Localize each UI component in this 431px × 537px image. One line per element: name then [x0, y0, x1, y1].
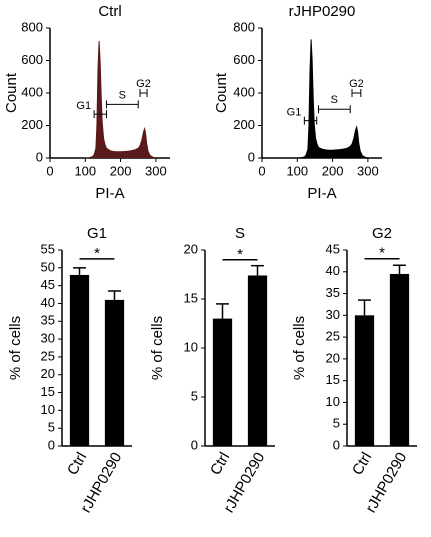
y-tick-label: 20	[326, 350, 340, 365]
gate-label: G2	[136, 78, 151, 90]
significance-label: *	[94, 245, 100, 262]
y-tick-label: 55	[41, 241, 55, 256]
bar	[212, 318, 233, 446]
y-axis-label: % of cells	[291, 316, 308, 380]
x-tick-label: 200	[110, 163, 132, 178]
y-tick-label: 20	[184, 241, 198, 256]
y-tick-label: 20	[41, 366, 55, 381]
y-tick-label: 45	[326, 241, 340, 256]
y-tick-label: 0	[36, 149, 43, 164]
y-tick-label: 200	[21, 117, 43, 132]
y-tick-label: 200	[233, 117, 255, 132]
histogram	[85, 40, 157, 159]
y-tick-label: 5	[333, 416, 340, 431]
y-tick-label: 15	[184, 290, 198, 305]
chart-title: G1	[87, 225, 107, 242]
y-axis-label: Count	[3, 72, 20, 113]
y-tick-label: 10	[326, 394, 340, 409]
chart-title: G2	[372, 225, 392, 242]
bar	[247, 275, 268, 446]
gate-label: G1	[76, 100, 91, 112]
y-axis-label: % of cells	[7, 316, 24, 380]
histogram	[297, 39, 369, 159]
y-tick-label: 30	[41, 331, 55, 346]
y-tick-label: 0	[248, 149, 255, 164]
gate-label: G2	[349, 78, 364, 90]
y-tick-label: 400	[233, 84, 255, 99]
y-tick-label: 0	[191, 437, 198, 452]
y-tick-label: 10	[184, 339, 198, 354]
y-tick-label: 0	[48, 437, 55, 452]
x-axis-label: PI-A	[307, 185, 336, 202]
y-tick-label: 5	[191, 388, 198, 403]
y-tick-label: 25	[41, 348, 55, 363]
y-tick-label: 35	[326, 285, 340, 300]
y-tick-label: 35	[41, 313, 55, 328]
y-tick-label: 45	[41, 277, 55, 292]
y-axis-label: Count	[213, 72, 230, 113]
y-axis-label: % of cells	[149, 316, 166, 380]
chart-title: Ctrl	[98, 3, 121, 20]
gate-label: S	[331, 94, 338, 106]
x-tick-label: 200	[322, 163, 344, 178]
bar	[354, 315, 375, 446]
x-tick-label: Ctrl	[64, 449, 90, 478]
bar	[104, 299, 125, 446]
x-tick-label: 0	[258, 163, 265, 178]
y-tick-label: 25	[326, 329, 340, 344]
gate-label: G1	[287, 107, 302, 119]
x-tick-label: 300	[145, 163, 167, 178]
y-tick-label: 40	[41, 295, 55, 310]
y-tick-label: 10	[41, 402, 55, 417]
y-tick-label: 50	[41, 259, 55, 274]
x-tick-label: 100	[286, 163, 308, 178]
y-tick-label: 30	[326, 307, 340, 322]
significance-label: *	[379, 245, 385, 262]
significance-label: *	[237, 246, 243, 263]
y-tick-label: 600	[21, 52, 43, 67]
y-tick-label: 0	[333, 437, 340, 452]
y-tick-label: 600	[233, 52, 255, 67]
x-tick-label: Ctrl	[349, 449, 375, 478]
y-tick-label: 40	[326, 263, 340, 278]
gate-label: S	[119, 89, 126, 101]
x-tick-label: 100	[74, 163, 96, 178]
y-tick-label: 800	[21, 19, 43, 34]
y-tick-label: 400	[21, 84, 43, 99]
x-tick-label: Ctrl	[207, 449, 233, 478]
y-tick-label: 5	[48, 420, 55, 435]
y-tick-label: 800	[233, 19, 255, 34]
x-axis-label: PI-A	[95, 185, 124, 202]
chart-title: rJHP0290	[289, 3, 356, 20]
bar	[69, 274, 90, 446]
x-tick-label: 300	[357, 163, 379, 178]
bar	[389, 273, 410, 446]
x-tick-label: 0	[46, 163, 53, 178]
y-tick-label: 15	[326, 372, 340, 387]
y-tick-label: 15	[41, 384, 55, 399]
chart-title: S	[235, 225, 245, 242]
